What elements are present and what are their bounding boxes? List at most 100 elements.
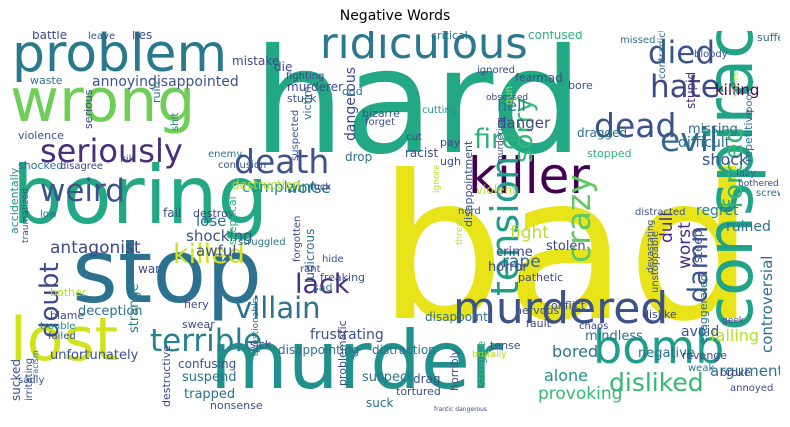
word-destruction: destruction — [232, 178, 300, 192]
word-failed: failed — [48, 331, 76, 342]
word-bothered: bothered — [738, 179, 779, 189]
word-destructive: destructive — [160, 345, 173, 407]
word-suspend: suspend — [182, 370, 237, 385]
word-blame: blame — [50, 309, 84, 322]
word-lost: lost — [10, 305, 118, 375]
word-drop: drop — [345, 150, 372, 164]
word-disagree: disagree — [60, 161, 103, 172]
word-ruined: ruined — [726, 219, 771, 235]
word-racist: racist — [405, 146, 438, 160]
word-awful: awful — [196, 242, 236, 260]
word-confusion: confusion — [218, 160, 266, 171]
word-frustrating: frustrating — [310, 327, 384, 343]
word-weak: weak — [688, 363, 714, 374]
word-conspiracy: conspiracy — [694, 31, 768, 331]
word-distracted: distracted — [635, 207, 685, 218]
word-disliked: disliked — [609, 368, 704, 397]
word-villain: villain — [235, 291, 321, 325]
word-bomb: bomb — [593, 320, 724, 374]
word-forgotten: forgotten — [292, 216, 303, 262]
word-boring: boring — [12, 149, 268, 242]
word-shame: shame — [731, 70, 740, 97]
word-bizarre: bizarre — [362, 107, 400, 120]
word-racism: racism — [31, 350, 40, 377]
word-skeptical: skeptical — [226, 196, 239, 245]
word-worse: worse — [286, 179, 331, 197]
word-bored: bored — [552, 342, 598, 361]
word-violence: violence — [18, 129, 64, 142]
word-problematic: problematic — [336, 320, 349, 386]
word-sucked: sucked — [10, 359, 23, 401]
word-regret: regret — [696, 203, 739, 219]
word-antagonist: antagonist — [50, 238, 141, 258]
word-rant: rant — [300, 264, 321, 275]
word-fight: fight — [510, 223, 549, 243]
word-lazy: lazy — [736, 168, 756, 179]
word-death: death — [234, 142, 329, 181]
word-cutting: cutting — [422, 105, 457, 116]
word-argument: argument — [710, 362, 780, 380]
word-accidentally: accidentally — [10, 167, 21, 234]
word-drag: drag — [413, 372, 441, 386]
word-wrong: wrong — [10, 66, 195, 136]
word-dull: dull — [657, 212, 677, 243]
word-mistake: mistake — [232, 54, 279, 68]
word-problem: problem — [12, 31, 227, 84]
word-alone: alone — [544, 366, 588, 385]
word-worst: worst — [675, 222, 695, 269]
word-victim: victim — [301, 86, 314, 120]
word-critical: critical — [431, 31, 468, 42]
word-missing: missing — [688, 122, 738, 137]
word-terrible: terrible — [150, 323, 262, 359]
word-mindless: mindless — [585, 329, 643, 344]
word-bother: bother — [50, 286, 87, 299]
word-bad: bad — [378, 133, 754, 366]
word-cloud: bad hard murder stop boring conspiracy wrong pr… — [10, 31, 780, 417]
word-sadly: sadly — [18, 375, 44, 386]
word-negative: negative — [638, 346, 695, 361]
word-enemy: enemy — [208, 149, 242, 160]
word-repetitive: repetitive — [742, 109, 755, 162]
word-leave: leave — [88, 31, 115, 42]
word-threat: threat — [455, 217, 465, 245]
word-low: low — [40, 209, 57, 220]
word-nonsense: nonsense — [210, 399, 263, 412]
word-conflict: conflict — [545, 299, 586, 312]
word-stolen: stolen — [546, 239, 586, 254]
word-disappoint: disappoint — [425, 310, 488, 324]
word-hard: hard — [253, 31, 583, 187]
word-evil: evil — [660, 120, 718, 159]
word-die: die — [274, 60, 292, 74]
word-ludicrous: ludicrous — [303, 229, 317, 283]
word-trouble: trouble — [40, 321, 76, 332]
word-suffered: suffered — [757, 31, 780, 44]
word-mad: mad — [536, 71, 563, 85]
word-falling: falling — [710, 326, 759, 345]
word-dead: dead — [594, 106, 676, 145]
word-pay: pay — [440, 136, 461, 149]
word-tortured: tortured — [396, 385, 441, 398]
word-cut: cut — [406, 132, 422, 143]
word-shock: shock — [702, 150, 749, 169]
word-doubt: doubt — [35, 262, 65, 338]
word-kill: kill — [120, 154, 134, 165]
word-ignored: ignored — [477, 65, 515, 76]
word-lies: lies — [132, 31, 152, 42]
word-battle: battle — [32, 31, 67, 42]
word-crime: crime — [496, 245, 533, 260]
word-annoying: annoying — [92, 74, 157, 90]
word-killing: killing — [715, 81, 759, 99]
word-disappointing: disappointing — [278, 343, 359, 357]
word-died: died — [648, 35, 715, 71]
word-fiery: fiery — [184, 298, 209, 311]
word-dislike: dislike — [642, 308, 677, 321]
word-lose: lose — [196, 212, 226, 230]
word-nervous: nervous — [515, 304, 559, 317]
word-distraction: distraction — [372, 343, 436, 357]
word-seriously: seriously — [40, 132, 183, 170]
word-dangerous: dangerous — [343, 67, 359, 141]
word-strange: strange — [127, 283, 142, 333]
word-struggled: struggled — [238, 237, 286, 248]
